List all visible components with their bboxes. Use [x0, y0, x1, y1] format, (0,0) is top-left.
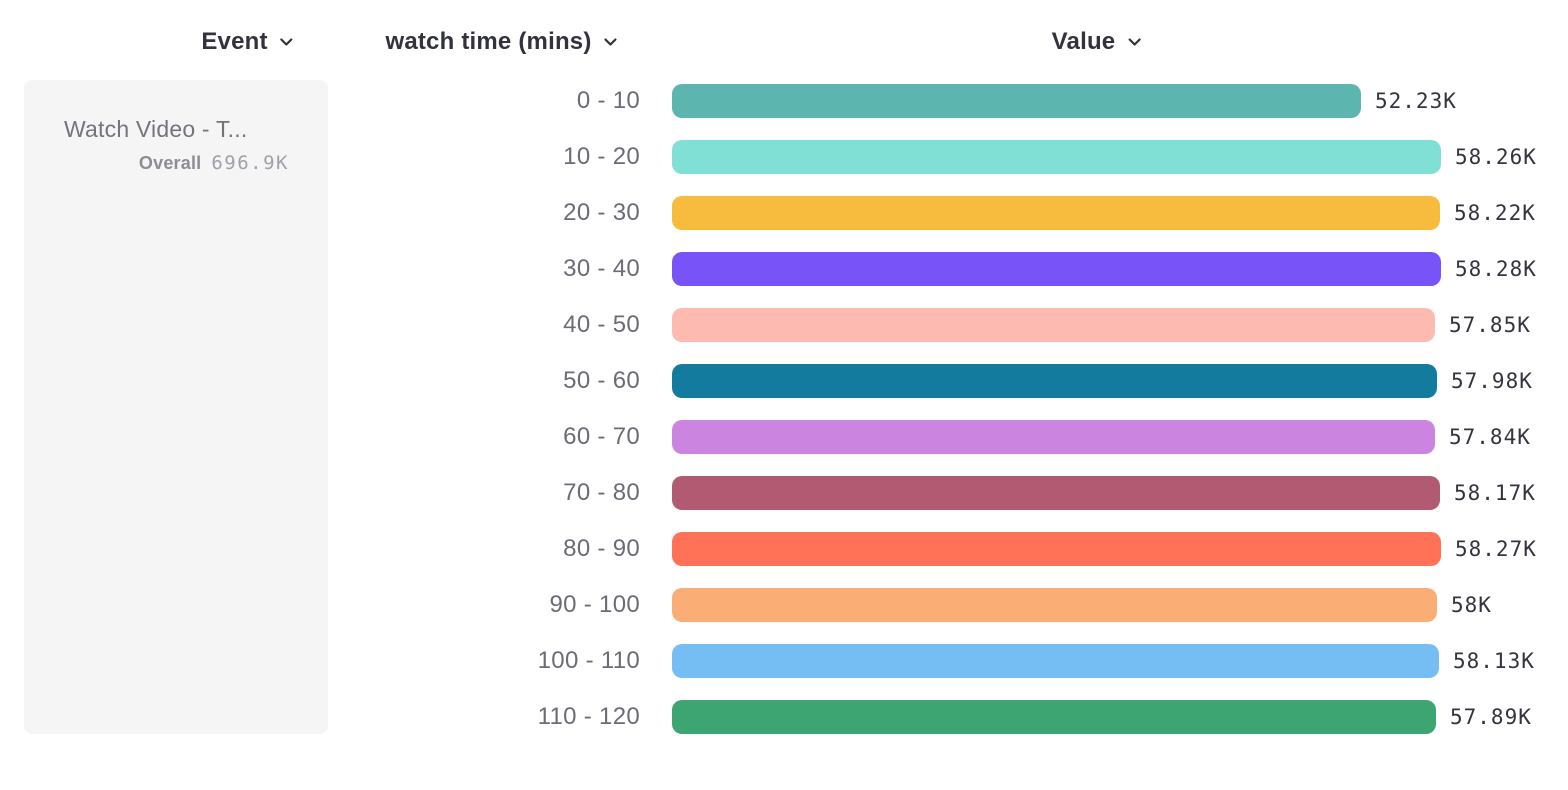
bar-row: 50 - 60 57.98K — [0, 353, 1568, 409]
category-label: 20 - 30 — [563, 199, 640, 226]
category-label: 10 - 20 — [563, 143, 640, 170]
category-label: 110 - 120 — [537, 703, 640, 730]
bar-segment[interactable] — [672, 420, 1435, 454]
bar-row: 80 - 90 58.27K — [0, 521, 1568, 577]
bar-row: 20 - 30 58.22K — [0, 185, 1568, 241]
bar-value-label: 58.28K — [1455, 257, 1537, 281]
bar-row: 0 - 10 52.23K — [0, 73, 1568, 129]
bar-segment[interactable] — [672, 644, 1439, 678]
chevron-down-icon — [279, 29, 295, 57]
bar-segment[interactable] — [672, 84, 1361, 118]
bar-row: 10 - 20 58.26K — [0, 129, 1568, 185]
overall-line: Overall 696.9K — [64, 152, 289, 174]
category-label: 90 - 100 — [549, 591, 640, 618]
bar-row: 110 - 120 57.89K — [0, 689, 1568, 745]
event-column-dropdown[interactable]: Event — [201, 26, 294, 57]
bar-row: 40 - 50 57.85K — [0, 297, 1568, 353]
bar-segment[interactable] — [672, 532, 1441, 566]
bar-value-label: 58.17K — [1454, 481, 1536, 505]
value-column-dropdown[interactable]: Value — [1052, 26, 1143, 57]
category-label: 50 - 60 — [563, 367, 640, 394]
bar-segment[interactable] — [672, 476, 1440, 510]
category-label: 60 - 70 — [563, 423, 640, 450]
bar-segment[interactable] — [672, 700, 1436, 734]
bar-segment[interactable] — [672, 364, 1437, 398]
event-card[interactable]: Watch Video - T... Overall 696.9K — [24, 80, 328, 734]
category-label: 30 - 40 — [563, 255, 640, 282]
bar-value-label: 52.23K — [1375, 89, 1457, 113]
bar-value-label: 58.13K — [1453, 649, 1535, 673]
breakdown-column-dropdown[interactable]: watch time (mins) — [385, 26, 618, 57]
bar-value-label: 57.84K — [1449, 425, 1531, 449]
breakdown-column-label: watch time (mins) — [385, 27, 592, 55]
chevron-down-icon — [1126, 29, 1142, 57]
bar-segment[interactable] — [672, 196, 1440, 230]
bar-row: 100 - 110 58.13K — [0, 633, 1568, 689]
category-label: 70 - 80 — [563, 479, 640, 506]
overall-label: Overall — [138, 153, 202, 173]
bar-value-label: 57.98K — [1451, 369, 1533, 393]
bar-segment[interactable] — [672, 252, 1441, 286]
event-card-content: Watch Video - T... Overall 696.9K — [64, 116, 312, 174]
bar-value-label: 58.27K — [1455, 537, 1537, 561]
bar-row: 90 - 100 58K — [0, 577, 1568, 633]
bar-segment[interactable] — [672, 588, 1437, 622]
bar-chart: 0 - 10 52.23K 10 - 20 58.26K 20 - 30 58.… — [0, 73, 1568, 745]
category-label: 0 - 10 — [576, 87, 640, 114]
chevron-down-icon — [603, 29, 619, 57]
event-column-label: Event — [201, 27, 268, 55]
category-label: 80 - 90 — [563, 535, 640, 562]
overall-value: 696.9K — [211, 152, 289, 174]
bar-value-label: 58.26K — [1455, 145, 1537, 169]
bar-row: 30 - 40 58.28K — [0, 241, 1568, 297]
category-label: 40 - 50 — [563, 311, 640, 338]
bar-value-label: 57.89K — [1450, 705, 1532, 729]
value-column-label: Value — [1051, 27, 1116, 55]
bar-value-label: 58.22K — [1454, 201, 1536, 225]
bar-row: 70 - 80 58.17K — [0, 465, 1568, 521]
bar-segment[interactable] — [672, 308, 1435, 342]
bar-value-label: 57.85K — [1449, 313, 1531, 337]
category-label: 100 - 110 — [537, 647, 640, 674]
bar-value-label: 58K — [1451, 593, 1492, 617]
bar-segment[interactable] — [672, 140, 1441, 174]
bar-row: 60 - 70 57.84K — [0, 409, 1568, 465]
